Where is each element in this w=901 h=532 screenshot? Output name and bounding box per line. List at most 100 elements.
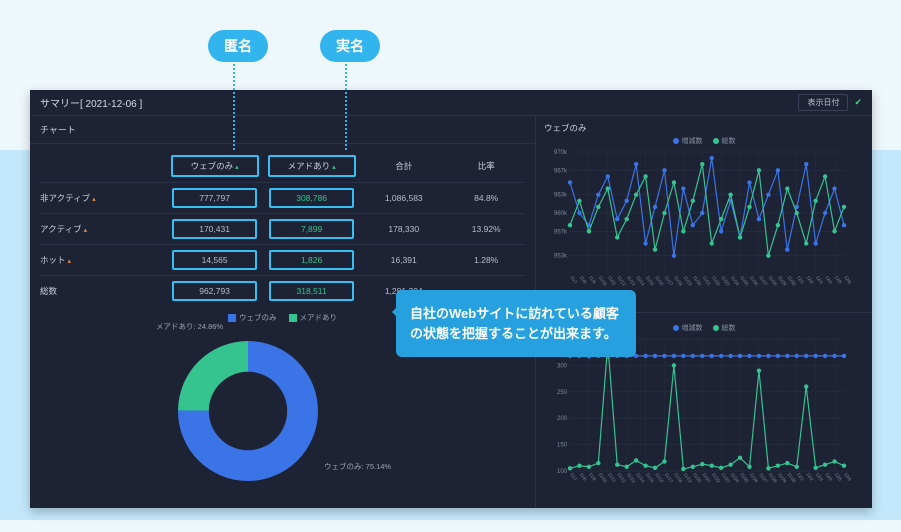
svg-text:12/4: 12/4	[824, 471, 833, 481]
cell-ratio: 13.92%	[447, 214, 525, 245]
th-total[interactable]: 合計	[360, 150, 447, 183]
svg-text:11/29: 11/29	[777, 275, 788, 287]
svg-text:11/21: 11/21	[701, 471, 712, 483]
row-label: 非アクティブ▴	[40, 183, 166, 214]
ok-check-icon: ✔	[854, 97, 862, 108]
svg-text:11/13: 11/13	[626, 275, 637, 287]
svg-text:300: 300	[557, 363, 568, 369]
svg-text:11/9: 11/9	[588, 275, 597, 285]
dot-blue-icon	[673, 325, 679, 331]
cell-mail: 308,786	[263, 183, 360, 214]
table-row: 非アクティブ▴777,797308,7861,086,58384.8%	[40, 183, 525, 214]
svg-text:11/23: 11/23	[720, 275, 731, 287]
line-chart-bottom: 10015020025030035011/711/811/911/1011/11…	[542, 335, 866, 495]
pill-named: 実名	[320, 30, 380, 62]
svg-text:12/5: 12/5	[834, 471, 843, 481]
connector-anon	[233, 60, 235, 150]
donut-label-mail: メアドあり: 24.86%	[156, 321, 223, 332]
line-chart-top: 953k957k960k963k967k970k11/711/811/911/1…	[542, 148, 866, 298]
dot-green-icon	[713, 325, 719, 331]
page-title: サマリー[ 2021-12-06 ]	[40, 95, 142, 110]
svg-text:11/28: 11/28	[768, 275, 779, 287]
svg-text:11/19: 11/19	[683, 471, 694, 483]
svg-text:12/3: 12/3	[815, 275, 824, 285]
section-title-chart: チャート	[30, 116, 535, 144]
svg-text:250: 250	[557, 389, 568, 395]
svg-text:11/25: 11/25	[739, 471, 750, 483]
svg-text:11/16: 11/16	[654, 471, 665, 483]
svg-text:11/22: 11/22	[711, 275, 722, 287]
svg-text:11/14: 11/14	[635, 471, 646, 483]
svg-text:11/30: 11/30	[786, 471, 797, 483]
svg-text:11/26: 11/26	[749, 275, 760, 287]
svg-text:11/24: 11/24	[730, 471, 741, 483]
svg-text:11/30: 11/30	[786, 275, 797, 287]
svg-text:12/2: 12/2	[805, 275, 814, 285]
svg-text:11/14: 11/14	[635, 275, 646, 287]
svg-text:963k: 963k	[554, 193, 568, 199]
svg-text:11/9: 11/9	[588, 471, 597, 481]
svg-text:11/16: 11/16	[654, 275, 665, 287]
svg-text:11/11: 11/11	[607, 471, 617, 483]
cell-mail: 318,511	[263, 276, 360, 307]
svg-text:11/22: 11/22	[711, 471, 722, 483]
cell-ratio: 1.28%	[447, 245, 525, 276]
table-row: アクティブ▴170,4317,899178,33013.92%	[40, 214, 525, 245]
th-web-only[interactable]: ウェブのみ▴	[166, 150, 263, 183]
svg-text:11/7: 11/7	[569, 275, 578, 285]
svg-text:11/13: 11/13	[626, 471, 637, 483]
svg-text:11/26: 11/26	[749, 471, 760, 483]
svg-text:11/27: 11/27	[758, 471, 769, 483]
svg-text:12/6: 12/6	[843, 471, 852, 481]
svg-text:12/6: 12/6	[843, 275, 852, 285]
svg-text:12/5: 12/5	[834, 275, 843, 285]
chart-top: ウェブのみ 増減数 総数 953k957k960k963k967k970k11/…	[536, 116, 872, 313]
svg-text:11/27: 11/27	[758, 275, 769, 287]
svg-text:11/17: 11/17	[664, 471, 675, 483]
table-row: ホット▴14,5651,82616,3911.28%	[40, 245, 525, 276]
connector-named	[345, 60, 347, 150]
chart-top-title: ウェブのみ	[542, 120, 866, 134]
svg-text:11/20: 11/20	[692, 275, 703, 287]
svg-text:11/8: 11/8	[579, 471, 588, 481]
svg-text:12/2: 12/2	[805, 471, 814, 481]
th-mail[interactable]: メアドあり▴	[263, 150, 360, 183]
th-rowhead	[40, 150, 166, 183]
summary-table: ウェブのみ▴ メアドあり▴ 合計 比率 非アクティブ▴777,797308,78…	[30, 144, 535, 308]
row-label: アクティブ▴	[40, 214, 166, 245]
row-label: ホット▴	[40, 245, 166, 276]
svg-text:11/12: 11/12	[616, 471, 627, 483]
svg-text:11/7: 11/7	[569, 471, 578, 481]
svg-text:200: 200	[557, 416, 568, 422]
dot-green-icon	[713, 138, 719, 144]
cell-web: 777,797	[166, 183, 263, 214]
cell-mail: 1,826	[263, 245, 360, 276]
svg-text:150: 150	[557, 442, 568, 448]
svg-text:970k: 970k	[554, 150, 568, 156]
cell-total: 1,086,583	[360, 183, 447, 214]
svg-text:11/25: 11/25	[739, 275, 750, 287]
swatch-green-icon	[289, 314, 297, 322]
svg-text:11/15: 11/15	[645, 275, 656, 287]
svg-text:12/4: 12/4	[824, 275, 833, 285]
donut-chart	[170, 333, 326, 489]
callout-bubble: 自社のWebサイトに訪れている顧客の状態を把握することが出来ます。	[396, 290, 636, 357]
date-display-button[interactable]: 表示日付	[798, 94, 848, 111]
svg-text:957k: 957k	[554, 229, 568, 235]
cell-total: 16,391	[360, 245, 447, 276]
svg-text:11/29: 11/29	[777, 471, 788, 483]
cell-web: 170,431	[166, 214, 263, 245]
svg-text:11/18: 11/18	[673, 275, 684, 287]
svg-text:11/15: 11/15	[645, 471, 656, 483]
svg-text:11/10: 11/10	[598, 471, 609, 483]
svg-text:11/10: 11/10	[598, 275, 609, 287]
cell-web: 962,793	[166, 276, 263, 307]
svg-text:960k: 960k	[554, 211, 568, 217]
svg-text:11/12: 11/12	[616, 275, 627, 287]
svg-text:11/17: 11/17	[664, 275, 675, 287]
row-label: 総数	[40, 276, 166, 307]
donut-label-web: ウェブのみ: 75.14%	[324, 461, 391, 472]
svg-text:11/24: 11/24	[730, 275, 741, 287]
topbar: サマリー[ 2021-12-06 ] 表示日付 ✔	[30, 90, 872, 116]
th-ratio[interactable]: 比率	[447, 150, 525, 183]
